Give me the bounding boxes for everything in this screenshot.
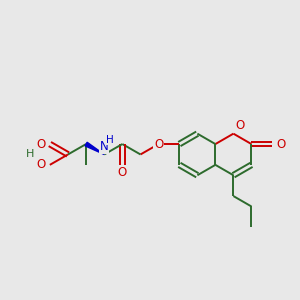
Text: O: O [154,138,163,151]
Text: O: O [277,138,286,151]
Text: O: O [36,138,45,151]
Text: H: H [106,135,113,145]
Text: H: H [26,149,35,160]
Text: O: O [235,119,244,132]
Text: O: O [36,158,45,171]
Text: O: O [118,166,127,179]
Polygon shape [85,142,104,154]
Text: N: N [100,140,109,153]
